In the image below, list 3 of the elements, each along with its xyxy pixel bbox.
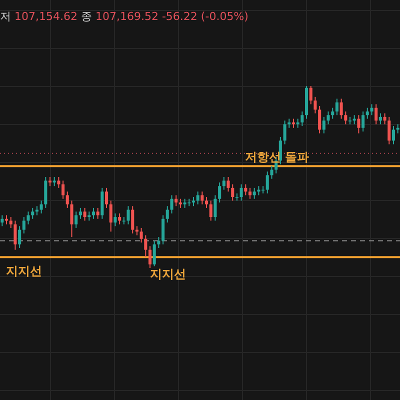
annotation: 지지선: [6, 264, 42, 278]
annotation: 지지선: [150, 267, 186, 282]
chart-title: 저 107,154.62 종 107,169.52 -56.22 (-0.05%): [0, 10, 248, 23]
